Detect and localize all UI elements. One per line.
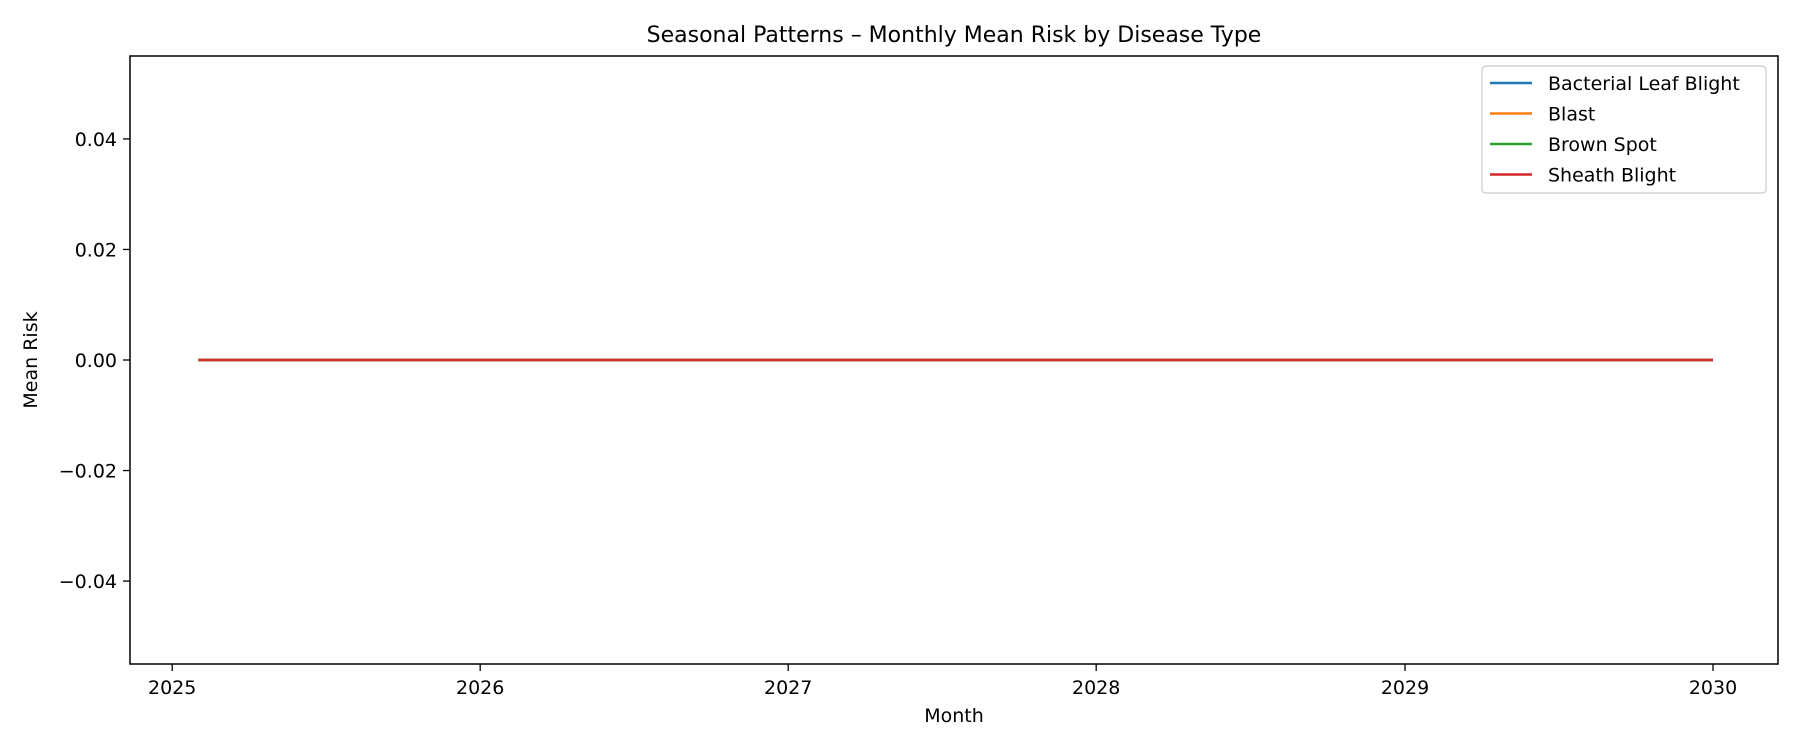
y-tick-label: 0.00 — [75, 350, 117, 372]
x-tick-label: 2025 — [148, 677, 196, 699]
y-tick-label: −0.02 — [59, 461, 117, 483]
x-tick-label: 2026 — [456, 677, 504, 699]
legend-box — [1481, 65, 1767, 194]
legend-label: Brown Spot — [1548, 134, 1657, 156]
legend-label: Sheath Blight — [1548, 165, 1676, 187]
y-tick-label: 0.04 — [75, 129, 117, 151]
y-axis-label: Mean Risk — [20, 311, 42, 408]
chart-title: Seasonal Patterns – Monthly Mean Risk by… — [647, 23, 1262, 48]
x-tick-label: 2030 — [1689, 677, 1737, 699]
legend-label: Bacterial Leaf Blight — [1548, 73, 1740, 95]
x-tick-label: 2027 — [764, 677, 812, 699]
x-axis-label: Month — [924, 705, 984, 727]
x-tick-label: 2029 — [1381, 677, 1429, 699]
y-tick-label: 0.02 — [75, 239, 117, 261]
y-axis-ticks: 0.04 0.02 0.00 −0.02 −0.04 — [59, 129, 130, 593]
legend-label: Blast — [1548, 104, 1595, 126]
y-tick-label: −0.04 — [59, 571, 117, 593]
x-axis-ticks: 2025 2026 2027 2028 2029 2030 — [148, 664, 1737, 699]
legend: Bacterial Leaf Blight Blast Brown Spot Shea… — [1481, 65, 1767, 194]
x-tick-label: 2028 — [1072, 677, 1120, 699]
